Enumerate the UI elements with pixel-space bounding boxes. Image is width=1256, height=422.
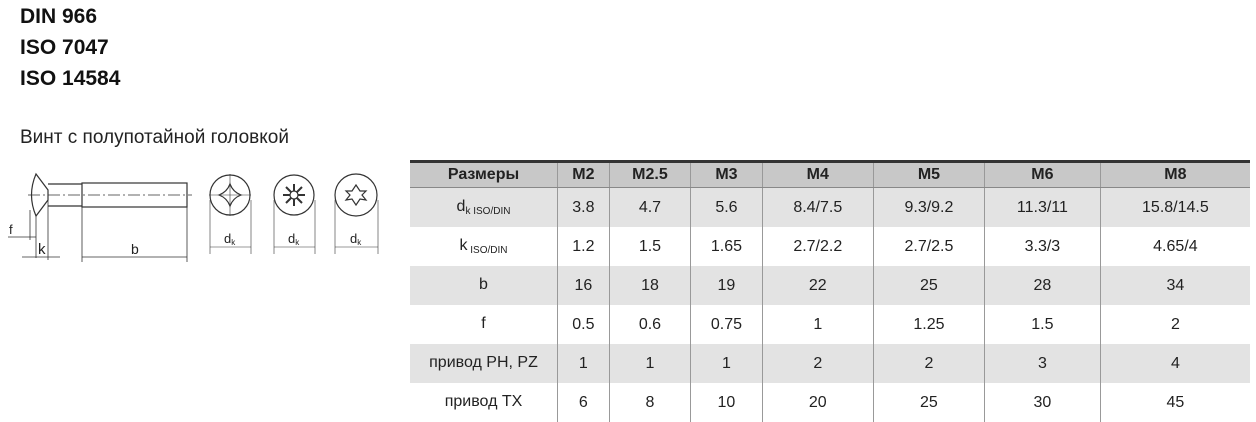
table-cell: 2.7/2.2 bbox=[761, 227, 874, 266]
table-cell: 15.8/14.5 bbox=[1099, 187, 1250, 227]
table-cell: 4 bbox=[1099, 344, 1250, 383]
phillips-drive-icon bbox=[209, 174, 252, 254]
table-cell: 19 bbox=[690, 266, 763, 305]
table-cell: 6 bbox=[557, 383, 610, 422]
row-label-text: f bbox=[481, 315, 486, 332]
table-cell: 4.7 bbox=[608, 187, 691, 227]
table-cell: 25 bbox=[872, 266, 985, 305]
header-cell: M6 bbox=[984, 161, 1101, 188]
standard-din-966: DIN 966 bbox=[20, 5, 98, 28]
row-label-text: привод PH, PZ bbox=[429, 354, 538, 371]
row-label: k ISO/DIN bbox=[410, 227, 558, 266]
table-cell: 18 bbox=[608, 266, 691, 305]
table-cell: 2 bbox=[872, 344, 985, 383]
table-cell: 10 bbox=[690, 383, 763, 422]
header-cell: M2.5 bbox=[608, 161, 691, 188]
screw-technical-drawing: f k b dk dk dk bbox=[8, 172, 379, 262]
torx-drive-icon bbox=[334, 173, 379, 254]
table-row: dk ISO/DIN 3.8 4.7 5.6 8.4/7.5 9.3/9.2 11.3/11… bbox=[410, 187, 1250, 227]
row-label-text: привод TX bbox=[444, 393, 523, 410]
header-cell: M3 bbox=[690, 161, 763, 188]
table-cell: 3.3/3 bbox=[984, 227, 1101, 266]
header-cell: M5 bbox=[872, 161, 985, 188]
table-cell: 11.3/11 bbox=[984, 187, 1101, 227]
row-label: привод TX bbox=[410, 383, 558, 422]
table-cell: 0.5 bbox=[557, 305, 610, 344]
table-cell: 28 bbox=[984, 266, 1101, 305]
table-cell: 2 bbox=[761, 344, 874, 383]
row-label-sub: ISO/DIN bbox=[467, 245, 508, 256]
header-cell: M2 bbox=[557, 161, 610, 188]
label-k: k bbox=[38, 241, 46, 258]
row-label: привод PH, PZ bbox=[410, 344, 558, 383]
row-label: f bbox=[410, 305, 558, 344]
table-cell: 1.65 bbox=[690, 227, 763, 266]
pozidriv-drive-icon bbox=[273, 174, 316, 254]
table-cell: 1 bbox=[557, 344, 610, 383]
table-cell: 30 bbox=[984, 383, 1101, 422]
table-cell: 20 bbox=[761, 383, 874, 422]
table-cell: 22 bbox=[761, 266, 874, 305]
table-cell: 2.7/2.5 bbox=[872, 227, 985, 266]
label-dk-3: dk bbox=[350, 231, 362, 247]
table-cell: 3.8 bbox=[557, 187, 610, 227]
label-b: b bbox=[131, 241, 139, 257]
header-cell: M8 bbox=[1099, 161, 1250, 188]
table-cell: 1.25 bbox=[872, 305, 985, 344]
table-cell: 25 bbox=[872, 383, 985, 422]
table-cell: 34 bbox=[1099, 266, 1250, 305]
screw-side-view bbox=[8, 172, 192, 262]
table-row: привод PH, PZ 1 1 1 2 2 3 4 bbox=[410, 344, 1250, 383]
table-cell: 0.6 bbox=[608, 305, 691, 344]
row-label-sub: k ISO/DIN bbox=[465, 206, 511, 217]
header-cell: Размеры bbox=[410, 161, 558, 188]
standard-iso-14584: ISO 14584 bbox=[20, 67, 121, 90]
table-cell: 16 bbox=[557, 266, 610, 305]
table-row: привод TX 6 8 10 20 25 30 45 bbox=[410, 383, 1250, 422]
standard-iso-7047: ISO 7047 bbox=[20, 36, 109, 59]
table-cell: 0.75 bbox=[690, 305, 763, 344]
table-cell: 5.6 bbox=[690, 187, 763, 227]
table-row: b 16 18 19 22 25 28 34 bbox=[410, 266, 1250, 305]
table-header-row: Размеры M2 M2.5 M3 M4 M5 M6 M8 bbox=[410, 161, 1250, 188]
dimensions-table: Размеры M2 M2.5 M3 M4 M5 M6 M8 dk ISO/DI… bbox=[410, 160, 1250, 422]
label-dk-2: dk bbox=[288, 231, 300, 247]
table-cell: 1.2 bbox=[557, 227, 610, 266]
row-label-text: b bbox=[479, 276, 488, 293]
table-row: f 0.5 0.6 0.75 1 1.25 1.5 2 bbox=[410, 305, 1250, 344]
table-cell: 1 bbox=[608, 344, 691, 383]
table-cell: 1 bbox=[690, 344, 763, 383]
table-cell: 4.65/4 bbox=[1099, 227, 1250, 266]
row-label: dk ISO/DIN bbox=[410, 187, 558, 227]
table-cell: 45 bbox=[1099, 383, 1250, 422]
table-cell: 2 bbox=[1099, 305, 1250, 344]
table-row: k ISO/DIN 1.2 1.5 1.65 2.7/2.2 2.7/2.5 3.3/3 4.… bbox=[410, 227, 1250, 266]
table-cell: 9.3/9.2 bbox=[872, 187, 985, 227]
table-cell: 1 bbox=[761, 305, 874, 344]
table-cell: 1.5 bbox=[608, 227, 691, 266]
row-label-text: k bbox=[459, 237, 468, 254]
row-label-text: d bbox=[456, 198, 466, 215]
table-cell: 8 bbox=[608, 383, 691, 422]
header-cell: M4 bbox=[761, 161, 874, 188]
label-f: f bbox=[9, 222, 13, 237]
label-dk-1: dk bbox=[224, 231, 236, 247]
table-cell: 3 bbox=[984, 344, 1101, 383]
table-cell: 1.5 bbox=[984, 305, 1101, 344]
product-subtitle: Винт с полупотайной головкой bbox=[20, 127, 289, 148]
table-cell: 8.4/7.5 bbox=[761, 187, 874, 227]
row-label: b bbox=[410, 266, 558, 305]
